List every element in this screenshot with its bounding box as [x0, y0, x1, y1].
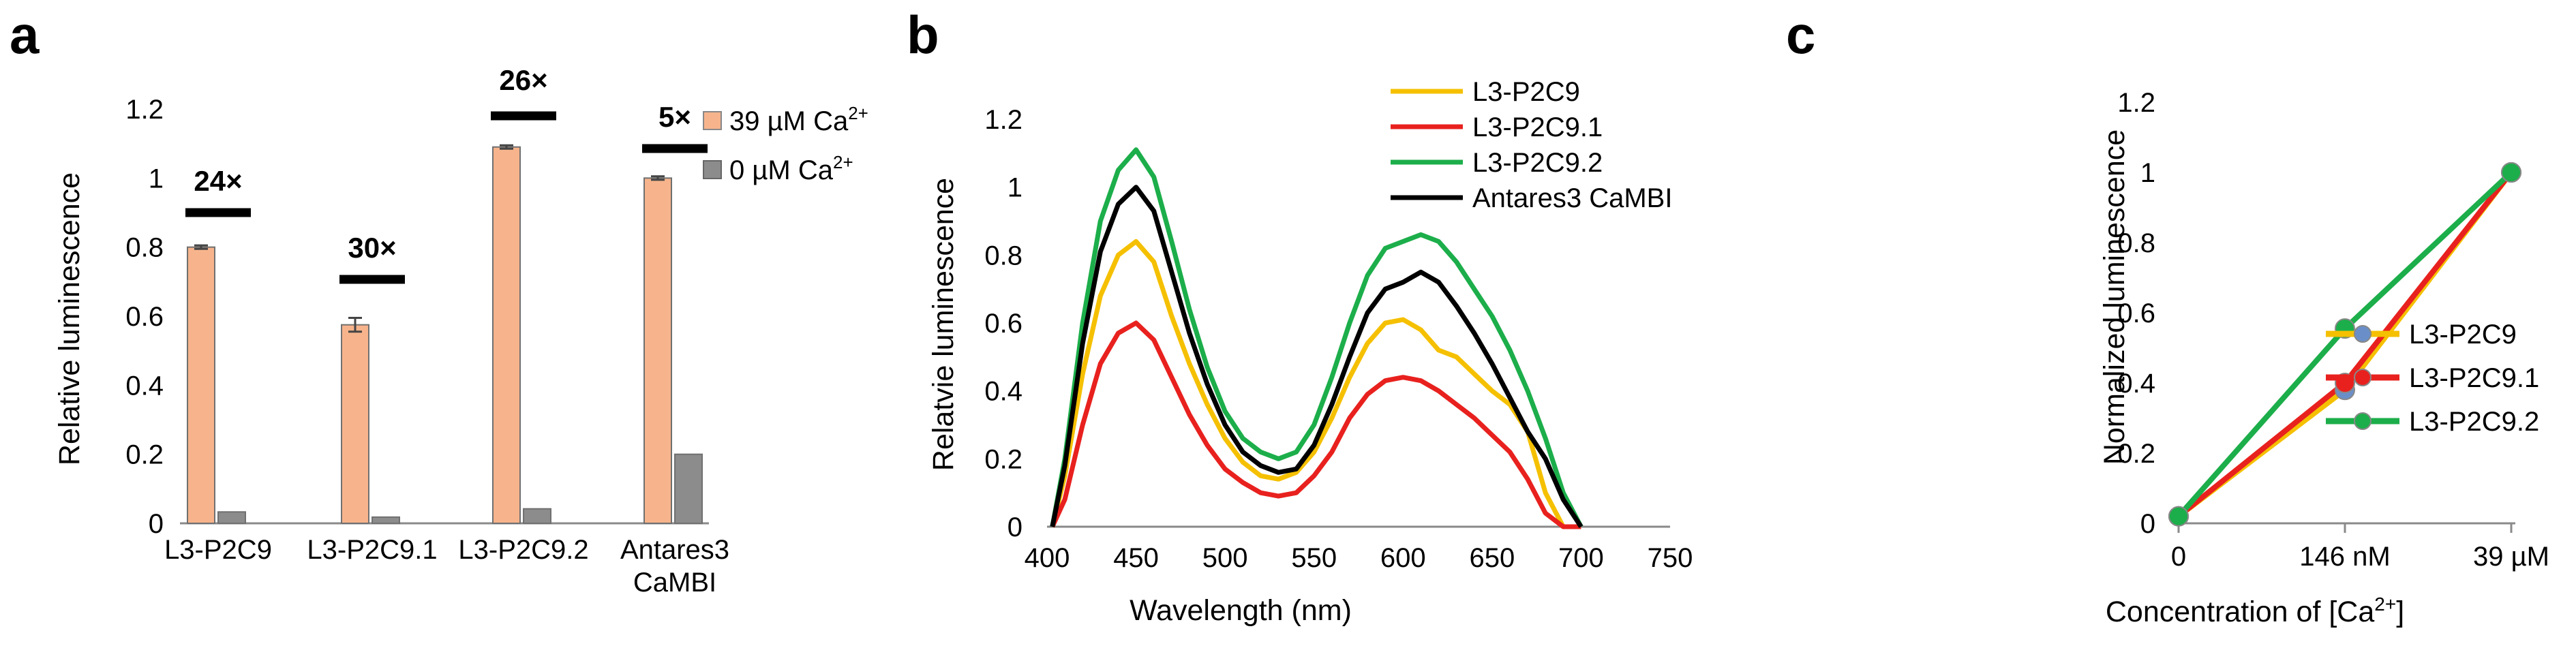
- panel-c-y-axis-title: Normalized luminescence: [2098, 129, 2131, 465]
- panel-c-x-tick-labels: 0 146 nM 39 µM: [2171, 523, 2549, 572]
- panel-c-x-tick-label: 0: [2171, 542, 2186, 572]
- legend-label: L3-P2C9: [2409, 320, 2517, 350]
- legend-label: L3-P2C9.1: [2409, 363, 2539, 393]
- panel-a-y-tick-labels: 0 0.2 0.4 0.6 0.8 1 1.2: [125, 95, 164, 539]
- legend-label-39uM: 39 µM Ca2+: [729, 103, 868, 136]
- panel-b-y-tick-label: 0.8: [984, 241, 1022, 271]
- panel-b-y-tick-label: 1: [1007, 173, 1022, 203]
- panel-b-y-tick-label: 0.2: [984, 444, 1022, 474]
- panel-a-y-tick-label: 1.2: [125, 95, 164, 125]
- panel-c-x-tick-label: 39 µM: [2473, 542, 2549, 572]
- panel-b-x-axis-title: Wavelength (nm): [1130, 594, 1352, 627]
- bar-39uM: [493, 147, 520, 523]
- panel-b-x-tick-label: 750: [1648, 543, 1693, 573]
- panel-b-y-tick-label: 0.6: [984, 309, 1022, 339]
- panel-letter-c: c: [1786, 5, 1815, 65]
- category-label: L3-P2C9.2: [458, 535, 588, 565]
- panel-c-x-tick-label: 146 nM: [2299, 542, 2390, 572]
- panel-c-y-tick-label: 0.6: [2117, 298, 2155, 328]
- panel-b-y-tick-label: 1.2: [984, 105, 1022, 135]
- panel-c-y-tick-label: 0.2: [2117, 439, 2155, 469]
- panel-b-x-tick-label: 400: [1025, 543, 1070, 573]
- panel-a-y-tick-label: 0: [149, 509, 164, 539]
- panel-c: c Normalized luminescence Concentration …: [1786, 5, 2549, 628]
- fold-change-label: 5×: [658, 101, 691, 133]
- panel-letter-a: a: [10, 5, 40, 65]
- category-label: L3-P2C9.1: [307, 535, 437, 565]
- panel-a-fold-changes: 24× 30× 26× 5×: [185, 64, 708, 279]
- legend-label: L3-P2C9: [1472, 77, 1580, 107]
- panel-b-y-tick-label: 0: [1007, 512, 1022, 542]
- legend-swatch-39uM: [703, 112, 721, 129]
- panel-b-x-tick-label: 600: [1380, 543, 1426, 573]
- panel-a: a Relative luminescence 0 0.2 0.4 0.6 0.8 1 1.…: [10, 5, 868, 598]
- series-marker: [2502, 163, 2521, 182]
- panel-b-x-tick-label: 550: [1291, 543, 1337, 573]
- legend-marker: [2354, 326, 2371, 342]
- fold-change-label: 30×: [348, 232, 396, 264]
- spectrum-line: [1052, 323, 1581, 527]
- fold-change-label: 26×: [499, 64, 547, 96]
- fold-change-label: 24×: [194, 165, 242, 197]
- panel-c-y-tick-label: 0.4: [2117, 369, 2155, 399]
- panel-c-x-axis-title: Concentration of [Ca2+]: [2106, 593, 2404, 628]
- legend-label: L3-P2C9.2: [2409, 407, 2539, 437]
- category-label: Antares3: [620, 535, 729, 565]
- bar-0uM: [218, 512, 245, 523]
- panel-b: b Relatvie luminescence Wavelength (nm) …: [907, 5, 1693, 627]
- panel-a-y-tick-label: 0.6: [125, 302, 164, 332]
- figure-svg: a Relative luminescence 0 0.2 0.4 0.6 0.8 1 1.…: [0, 0, 2576, 645]
- panel-b-x-tick-labels: 400 450 500 550 600 650 700 750: [1025, 543, 1693, 573]
- panel-b-x-tick-label: 700: [1558, 543, 1604, 573]
- legend-marker: [2354, 413, 2371, 429]
- panel-b-x-tick-label: 500: [1202, 543, 1248, 573]
- bar-39uM: [644, 178, 671, 523]
- series-marker: [2169, 507, 2188, 526]
- panel-a-y-tick-label: 0.8: [125, 233, 164, 263]
- figure: a Relative luminescence 0 0.2 0.4 0.6 0.8 1 1.…: [0, 0, 2576, 645]
- panel-b-y-tick-label: 0.4: [984, 377, 1022, 407]
- legend-label: Antares3 CaMBI: [1472, 183, 1672, 213]
- panel-b-legend: L3-P2C9 L3-P2C9.1 L3-P2C9.2 Antares3 CaMBI: [1391, 77, 1672, 213]
- panel-letter-b: b: [907, 5, 939, 65]
- bar-39uM: [187, 247, 215, 523]
- panel-c-y-tick-label: 1.2: [2117, 88, 2155, 118]
- panel-c-legend: L3-P2C9 L3-P2C9.1 L3-P2C9.2: [2326, 320, 2539, 437]
- panel-a-y-tick-label: 1: [149, 164, 164, 194]
- panel-a-bars: [187, 145, 702, 523]
- panel-a-legend: 39 µM Ca2+ 0 µM Ca2+: [703, 103, 868, 185]
- legend-label: L3-P2C9.1: [1472, 112, 1603, 142]
- panel-b-x-tick-label: 450: [1113, 543, 1159, 573]
- bar-0uM: [372, 517, 399, 523]
- legend-swatch-0uM: [703, 161, 721, 179]
- legend-label: L3-P2C9.2: [1472, 148, 1603, 178]
- panel-b-y-axis-title: Relatvie luminescence: [927, 178, 960, 471]
- legend-label-0uM: 0 µM Ca2+: [729, 152, 853, 185]
- category-label-line2: CaMBI: [633, 568, 716, 598]
- panel-b-x-tick-label: 650: [1469, 543, 1515, 573]
- panel-c-y-tick-label: 0.8: [2117, 228, 2155, 258]
- panel-c-y-tick-label: 1: [2140, 158, 2155, 188]
- panel-a-y-tick-label: 0.4: [125, 371, 164, 401]
- panel-a-y-axis-title: Relative luminescence: [53, 172, 86, 465]
- legend-marker: [2354, 369, 2371, 386]
- panel-b-y-tick-labels: 0 0.2 0.4 0.6 0.8 1 1.2: [984, 105, 1022, 542]
- bar-39uM: [342, 325, 369, 523]
- bar-0uM: [524, 509, 551, 523]
- category-label: L3-P2C9: [164, 535, 272, 565]
- bar-0uM: [675, 454, 702, 523]
- panel-c-y-tick-label: 0: [2140, 509, 2155, 539]
- panel-a-y-tick-label: 0.2: [125, 440, 164, 470]
